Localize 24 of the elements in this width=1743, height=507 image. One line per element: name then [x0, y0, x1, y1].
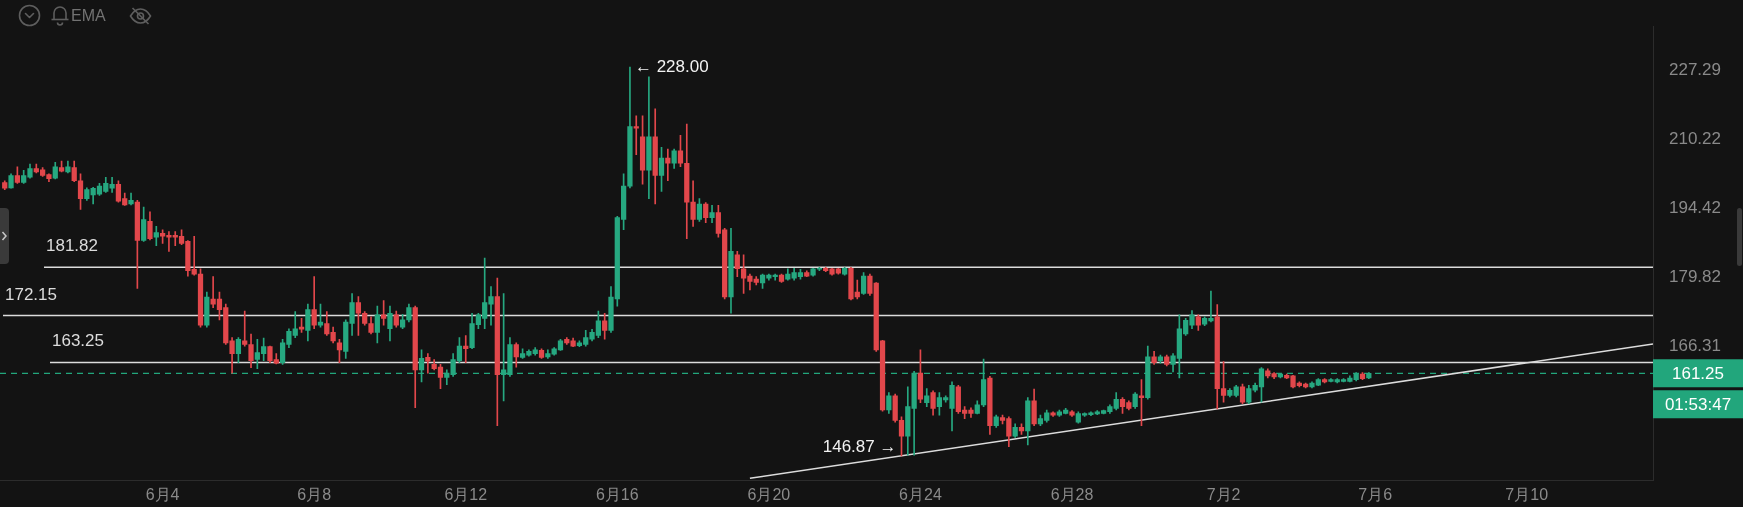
- x-tick-label: 6月24: [899, 485, 942, 503]
- text: EMA: [71, 7, 106, 25]
- ref-line-label: 163.25: [52, 331, 104, 351]
- ref-line-label: 181.82: [46, 236, 98, 256]
- x-tick-label: 7月2: [1206, 485, 1241, 503]
- x-tick-label: 6月8: [297, 485, 332, 503]
- ref-line-label: 172.15: [5, 284, 57, 304]
- x-tick-label: 7月10: [1505, 485, 1549, 503]
- annotation: ← 228.00: [634, 56, 709, 76]
- x-tick-label: 6月20: [747, 485, 791, 503]
- y-tick-label: 166.31: [1669, 335, 1721, 355]
- y-tick-label: 179.82: [1669, 266, 1721, 286]
- x-tick-label: 6月12: [444, 485, 488, 503]
- annotation: 146.87 →: [822, 436, 897, 456]
- x-tick-label: 7月6: [1358, 485, 1393, 503]
- ref-line-label: 161.25: [1672, 364, 1724, 384]
- x-tick-label: 6月28: [1050, 485, 1094, 503]
- candlestick: [665, 148, 671, 182]
- text: 01:53:47: [1664, 395, 1732, 415]
- x-tick-label: 6月16: [595, 485, 639, 503]
- y-tick-label: 194.42: [1669, 197, 1721, 217]
- y-tick-label: 210.22: [1669, 128, 1721, 148]
- y-tick-label: 227.29: [1669, 59, 1721, 79]
- x-tick-label: 6月4: [145, 485, 180, 503]
